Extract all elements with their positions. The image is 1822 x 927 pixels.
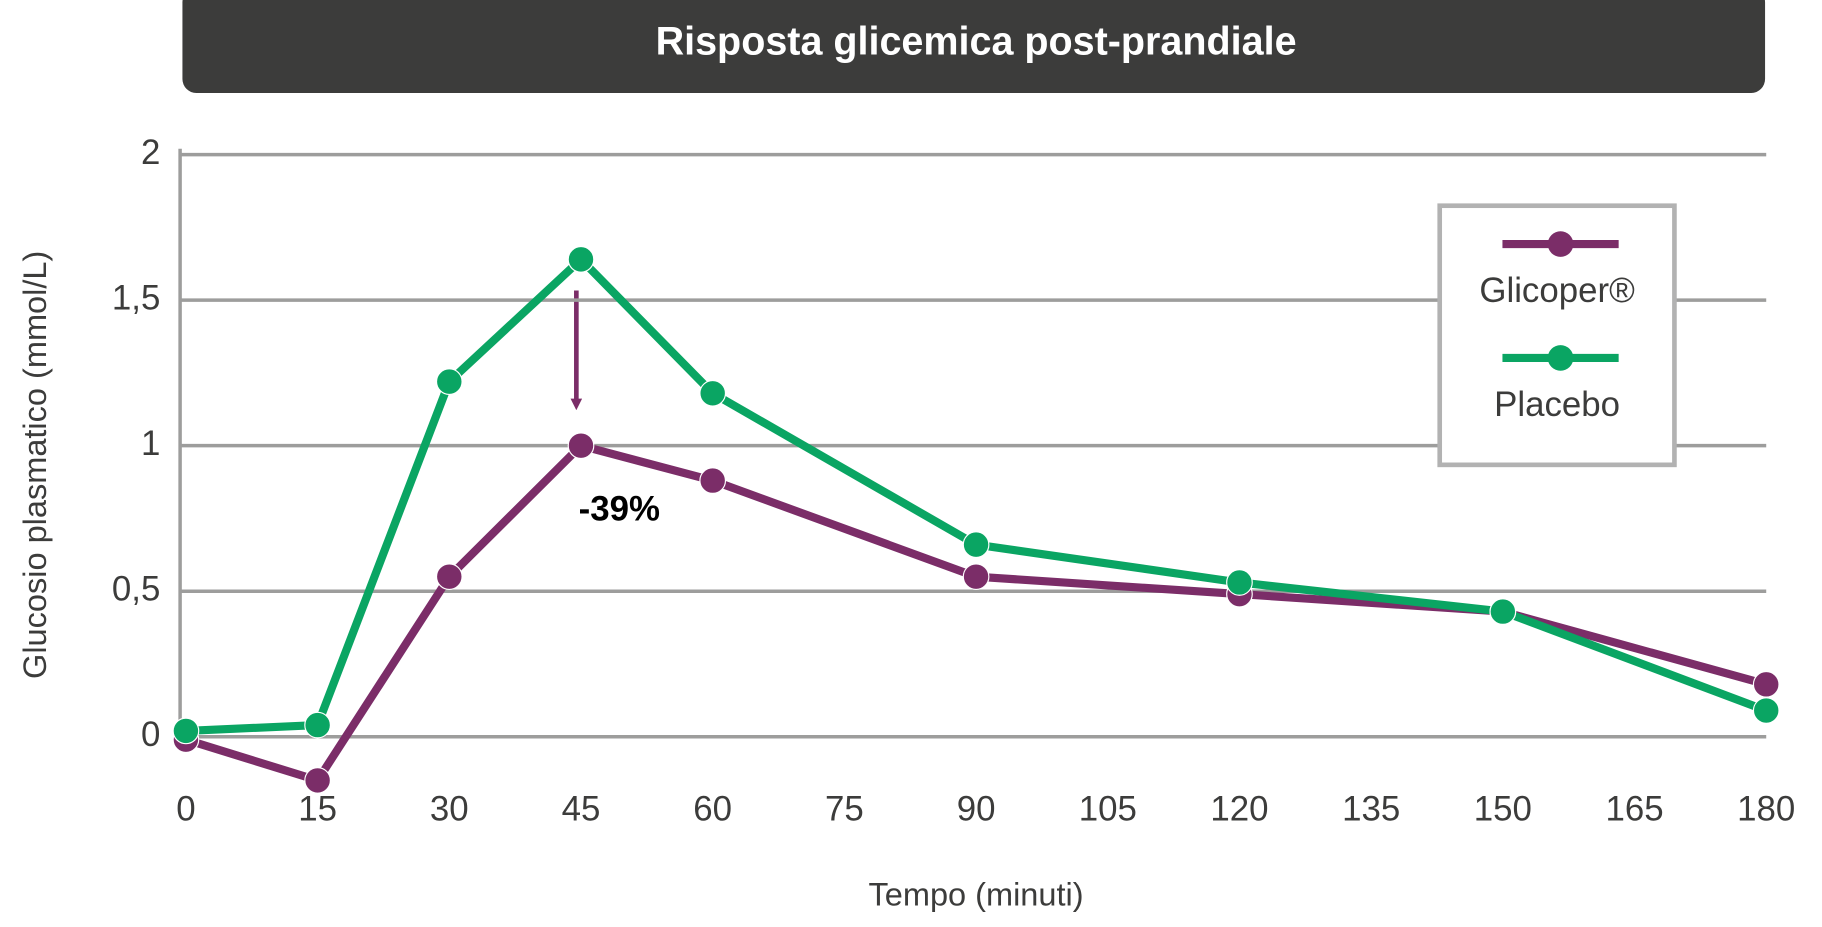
data-point [304, 767, 331, 794]
y-tick-label: 0,5 [112, 569, 160, 608]
x-tick-label: 0 [176, 789, 195, 828]
chart-title: Risposta glicemica post-prandiale [656, 20, 1297, 64]
y-tick-label: 2 [141, 133, 160, 172]
x-tick-label: 15 [298, 789, 337, 828]
data-point [699, 467, 727, 494]
x-tick-label: 120 [1210, 789, 1268, 828]
data-point [1489, 598, 1517, 625]
x-tick-label: 45 [562, 789, 601, 828]
y-tick-label: 1 [141, 424, 160, 463]
legend-label: Placebo [1494, 385, 1620, 424]
x-tick-label: 30 [430, 789, 469, 828]
x-tick-label: 75 [825, 789, 864, 828]
x-tick-label: 180 [1737, 789, 1795, 828]
x-tick-label: 165 [1605, 789, 1663, 828]
y-tick-label: 1,5 [112, 278, 160, 317]
x-tick-label: 60 [693, 789, 732, 828]
data-point [962, 563, 990, 591]
legend [1437, 203, 1677, 468]
data-point [435, 563, 463, 591]
data-point [1752, 697, 1780, 724]
data-point [699, 379, 727, 407]
data-point [567, 432, 595, 460]
y-axis-label: Glucosio plasmatico (mmol/L) [17, 251, 53, 679]
x-axis-label: Tempo (minuti) [869, 877, 1084, 913]
y-tick-label: 0 [141, 715, 160, 754]
annotation: -39% [579, 490, 660, 529]
data-point [304, 711, 331, 739]
title-bar [182, 0, 1766, 93]
data-point [1226, 569, 1253, 596]
legend-marker [1547, 345, 1574, 371]
data-point [567, 246, 595, 273]
data-point [1752, 670, 1780, 698]
x-tick-label: 135 [1342, 789, 1400, 828]
data-point [962, 531, 990, 558]
x-tick-label: 105 [1079, 789, 1137, 828]
x-tick-label: 150 [1474, 789, 1532, 828]
legend-label: Glicoper® [1479, 271, 1635, 310]
legend-marker [1547, 231, 1574, 257]
data-point [435, 368, 463, 395]
series-line [184, 441, 1768, 785]
x-tick-label: 90 [957, 789, 996, 828]
data-point [172, 717, 200, 745]
